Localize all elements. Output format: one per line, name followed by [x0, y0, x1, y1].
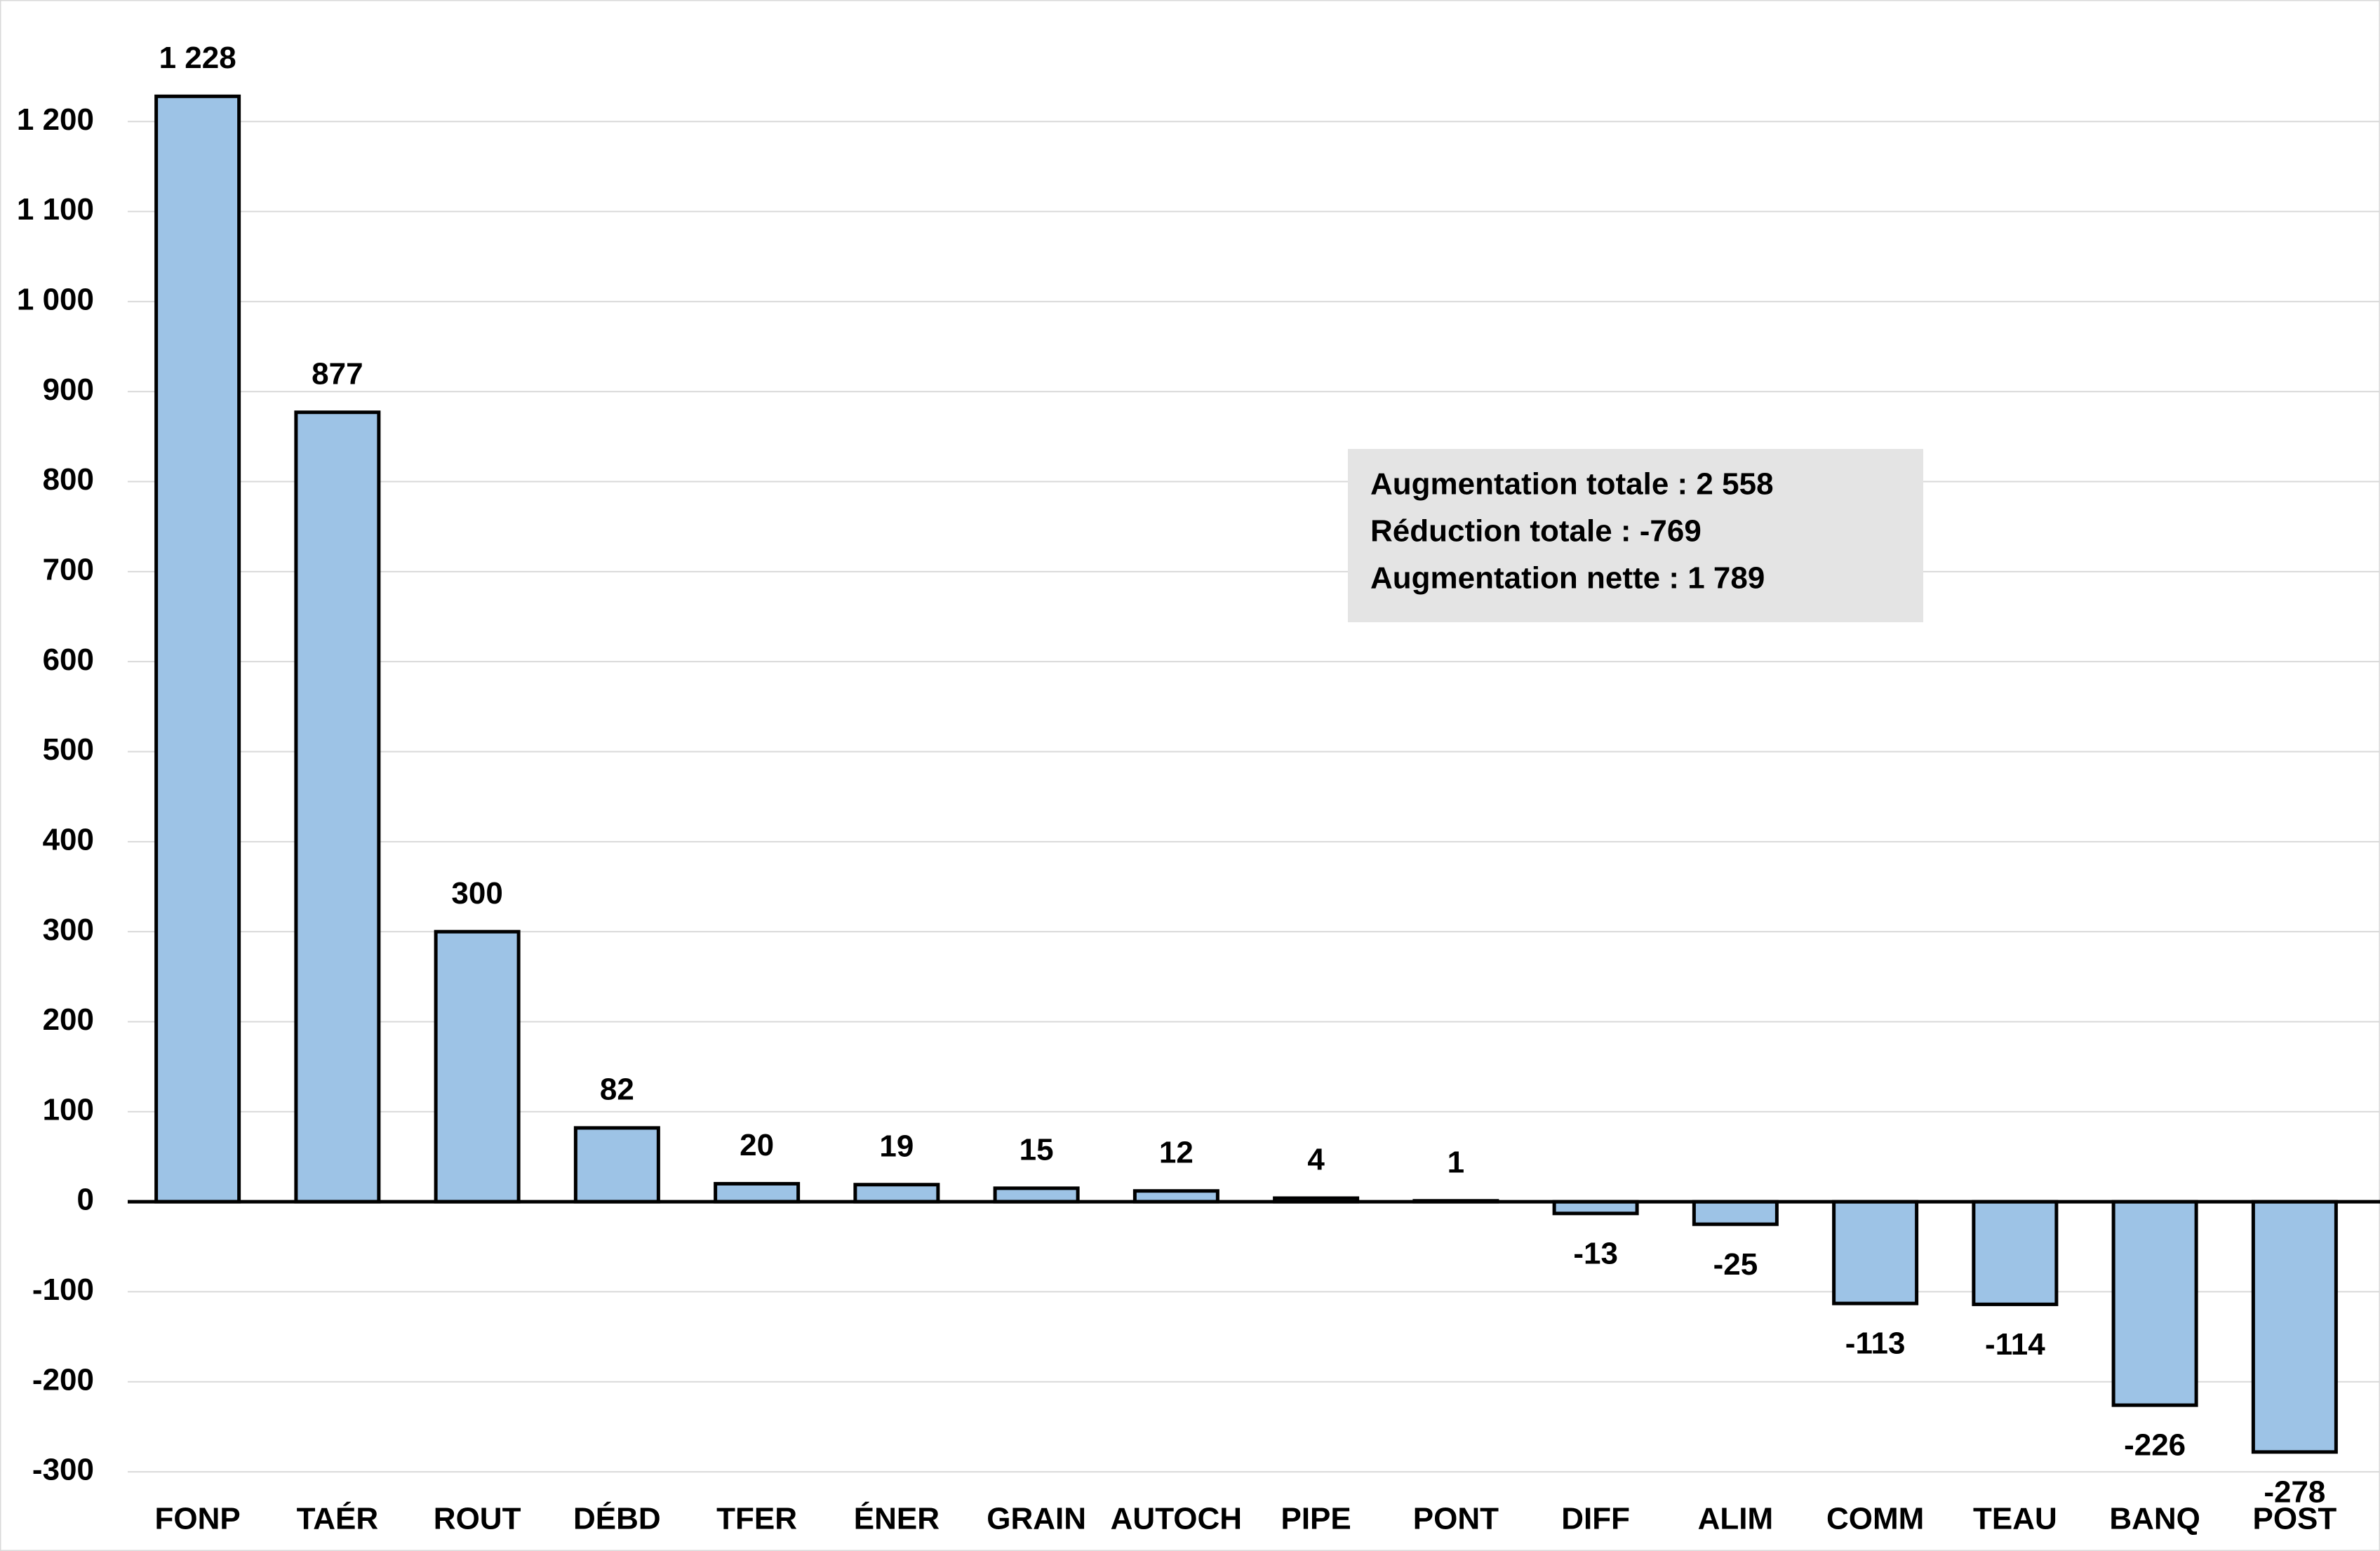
bar — [2251, 1200, 2338, 1454]
x-tick-label: BANQ — [2109, 1502, 2200, 1536]
x-tick-label: TFER — [716, 1502, 797, 1536]
x-tick-label: GRAIN — [987, 1502, 1086, 1536]
y-tick-label: 600 — [43, 643, 94, 677]
x-tick-label: POST — [2252, 1502, 2336, 1536]
bar — [1832, 1200, 1919, 1305]
value-label: -114 — [1985, 1327, 2045, 1362]
value-label: 877 — [312, 356, 363, 391]
grid: -300 -200 -100 0 100 200 300 400 500 600 700 800 900… — [17, 102, 2380, 1487]
value-label: -226 — [2124, 1428, 2186, 1463]
value-label: -25 — [1713, 1247, 1758, 1282]
y-tick-label: -100 — [32, 1273, 94, 1307]
bar — [573, 1126, 660, 1204]
y-tick-label: 1 000 — [17, 283, 94, 317]
annotation: Augmentation nette : 1 789 — [1370, 561, 1765, 596]
value-label: 1 — [1448, 1145, 1464, 1179]
value-label: 19 — [879, 1129, 914, 1163]
bar — [154, 94, 241, 1204]
value-label: 20 — [740, 1128, 774, 1162]
bar — [294, 410, 381, 1204]
value-label: 1 228 — [159, 41, 236, 75]
y-tick-label: -300 — [32, 1453, 94, 1487]
bar — [853, 1183, 940, 1204]
y-tick-label: 500 — [43, 732, 94, 767]
x-tick-label: TEAU — [1973, 1502, 2057, 1536]
value-label: 4 — [1307, 1143, 1325, 1177]
x-tick-label: FONP — [155, 1502, 241, 1536]
y-tick-label: 1 200 — [17, 102, 94, 137]
bar — [1692, 1200, 1779, 1226]
bars: FONP 1 228 TAÉR 877 ROUT 300 DÉBD 82 TFER 20 ÉNER 1… — [128, 41, 2380, 1536]
value-label: 12 — [1159, 1135, 1194, 1169]
y-tick-label: -200 — [32, 1362, 94, 1397]
x-tick-label: ROUT — [434, 1502, 521, 1536]
y-tick-label: 800 — [43, 462, 94, 497]
y-tick-label: 900 — [43, 372, 94, 407]
x-tick-label: PONT — [1413, 1502, 1499, 1536]
x-tick-label: COMM — [1826, 1502, 1924, 1536]
value-label: -113 — [1845, 1327, 1906, 1361]
y-tick-label: 200 — [43, 1002, 94, 1037]
value-label: 15 — [1019, 1132, 1054, 1167]
bar — [2111, 1200, 2198, 1407]
annotation: Réduction totale : -769 — [1370, 514, 1702, 549]
value-label: -278 — [2264, 1475, 2325, 1509]
y-tick-label: 300 — [43, 913, 94, 947]
x-tick-label: TAÉR — [297, 1501, 379, 1536]
y-tick-label: 0 — [77, 1183, 94, 1217]
bar — [1972, 1200, 2059, 1306]
x-tick-label: ALIM — [1698, 1502, 1774, 1536]
y-tick-label: 700 — [43, 552, 94, 586]
bar — [714, 1181, 801, 1204]
y-tick-label: 1 100 — [17, 192, 94, 227]
x-tick-label: AUTOCH — [1111, 1502, 1242, 1536]
bar — [993, 1186, 1080, 1204]
x-tick-label: PIPE — [1281, 1502, 1351, 1536]
annotation-box — [1348, 449, 1923, 622]
y-tick-label: 100 — [43, 1092, 94, 1127]
value-label: 82 — [600, 1073, 634, 1107]
x-tick-label: DÉBD — [573, 1501, 661, 1536]
x-tick-label: ÉNER — [854, 1501, 940, 1536]
value-label: -13 — [1573, 1236, 1618, 1270]
bar — [434, 929, 521, 1204]
annotation: Augmentation totale : 2 558 — [1370, 467, 1774, 502]
value-label: 300 — [451, 876, 502, 911]
x-tick-label: DIFF — [1561, 1502, 1630, 1536]
y-tick-label: 400 — [43, 822, 94, 857]
bar — [1552, 1200, 1639, 1216]
